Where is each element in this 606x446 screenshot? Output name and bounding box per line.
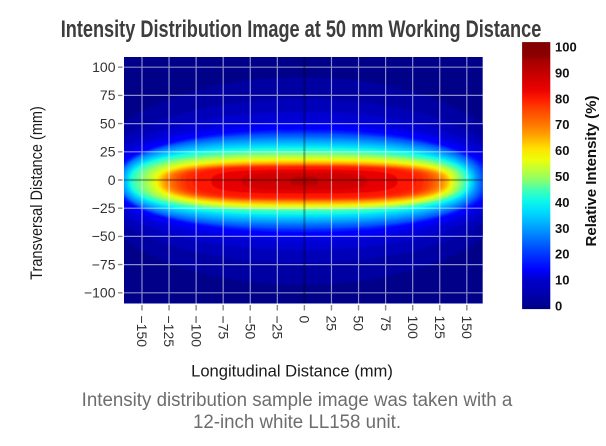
svg-text:Relative Intensity (%): Relative Intensity (%): [583, 96, 600, 247]
svg-text:−75: −75: [215, 316, 231, 340]
svg-text:−75: −75: [92, 256, 116, 272]
svg-text:125: 125: [432, 316, 448, 340]
svg-text:40: 40: [555, 195, 569, 210]
svg-text:75: 75: [378, 316, 394, 332]
svg-text:−100: −100: [188, 316, 204, 348]
svg-text:−125: −125: [161, 316, 177, 348]
svg-text:100: 100: [92, 59, 116, 75]
svg-text:20: 20: [555, 247, 569, 262]
svg-text:50: 50: [555, 169, 569, 184]
svg-text:25: 25: [100, 144, 116, 160]
svg-text:0: 0: [108, 172, 116, 188]
svg-text:80: 80: [555, 91, 569, 106]
svg-text:10: 10: [555, 273, 569, 288]
svg-text:−50: −50: [92, 228, 116, 244]
svg-text:−25: −25: [92, 200, 116, 216]
svg-text:−150: −150: [134, 316, 150, 348]
svg-text:25: 25: [324, 316, 340, 332]
svg-text:50: 50: [100, 115, 116, 131]
svg-text:90: 90: [555, 65, 569, 80]
svg-text:−100: −100: [84, 285, 116, 301]
svg-text:60: 60: [555, 143, 569, 158]
svg-text:0: 0: [555, 299, 562, 314]
svg-text:Longitudinal Distance (mm): Longitudinal Distance (mm): [191, 361, 393, 380]
svg-text:−25: −25: [270, 316, 286, 340]
svg-text:0: 0: [297, 316, 313, 324]
svg-text:70: 70: [555, 117, 569, 132]
svg-text:50: 50: [351, 316, 367, 332]
svg-text:30: 30: [555, 221, 569, 236]
svg-text:150: 150: [459, 316, 475, 340]
svg-text:−50: −50: [242, 316, 258, 340]
svg-text:100: 100: [405, 316, 421, 340]
svg-text:75: 75: [100, 87, 116, 103]
svg-text:100: 100: [555, 40, 577, 55]
svg-text:Transversal Distance (mm): Transversal Distance (mm): [28, 106, 46, 280]
